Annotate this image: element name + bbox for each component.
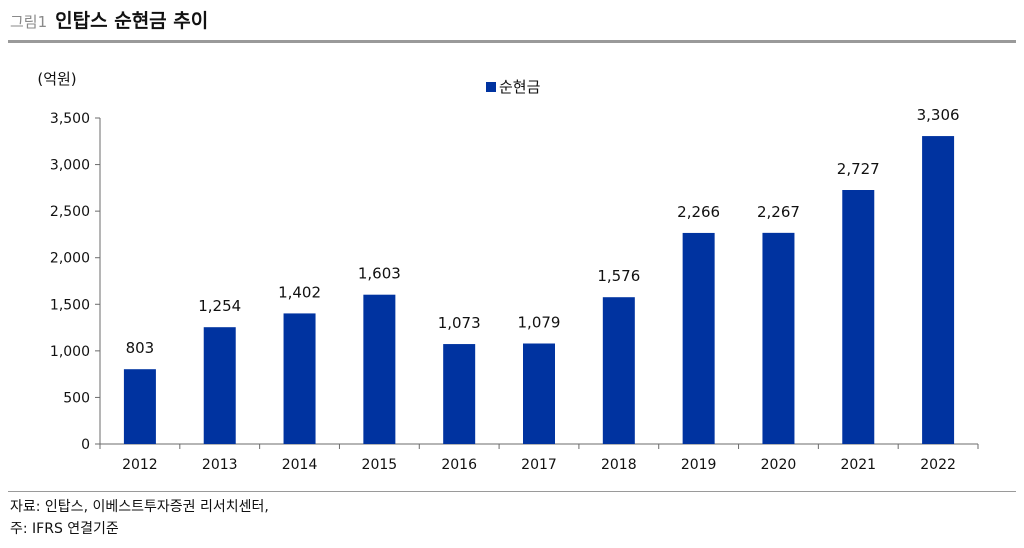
figure-number: 그림1	[10, 13, 48, 31]
data-label: 2,727	[837, 160, 880, 178]
x-tick-label: 2018	[601, 457, 637, 473]
bar	[363, 294, 396, 444]
bar	[123, 369, 156, 444]
y-tick-label: 0	[81, 437, 90, 453]
data-label: 1,254	[198, 297, 241, 315]
bar-chart: (억원) 0 500 1,000 1,500 2,000 2,500 3,000 3,500 80…	[37, 70, 979, 473]
x-tick-label: 2012	[122, 457, 158, 473]
bar	[602, 297, 635, 444]
y-tick-label: 2,000	[50, 251, 90, 267]
data-label: 1,603	[358, 265, 401, 283]
bar	[842, 189, 875, 444]
header-rule	[8, 40, 1016, 43]
x-tick-label: 2014	[282, 457, 318, 473]
x-tick-label: 2015	[362, 457, 398, 473]
x-tick-label: 2021	[840, 457, 876, 473]
data-label: 2,266	[677, 203, 720, 221]
x-tick-label: 2017	[521, 457, 557, 473]
legend-label: 순현금	[499, 78, 541, 96]
y-tick-label: 500	[63, 390, 90, 406]
footer-rule	[8, 491, 1016, 492]
data-label: 1,402	[278, 283, 321, 301]
source-note: 자료: 인탑스, 이베스트투자증권 리서치센터,	[10, 499, 269, 515]
y-axis-label: (억원)	[37, 70, 76, 88]
bar	[922, 136, 955, 445]
bar	[203, 327, 236, 444]
footer: 자료: 인탑스, 이베스트투자증권 리서치센터, 주: IFRS 연결기준	[10, 496, 269, 540]
legend-swatch	[486, 82, 496, 92]
x-tick-label: 2019	[681, 457, 717, 473]
y-tick-label: 1,500	[50, 297, 90, 313]
y-tick-label: 3,500	[50, 111, 90, 127]
bar	[762, 232, 795, 444]
data-label: 1,576	[597, 267, 640, 285]
y-tick-label: 2,500	[50, 204, 90, 220]
data-label: 1,073	[438, 314, 481, 332]
figure-header: 그림1 인탑스 순현금 추이	[10, 6, 208, 36]
x-tick-label: 2022	[920, 457, 956, 473]
basis-note: 주: IFRS 연결기준	[10, 521, 119, 537]
data-label: 803	[126, 339, 155, 357]
bar	[443, 344, 476, 444]
x-tick-label: 2016	[441, 457, 477, 473]
bar	[682, 232, 715, 444]
data-label: 1,079	[518, 313, 561, 331]
y-tick-label: 3,000	[50, 158, 90, 174]
bar	[283, 313, 316, 444]
bar	[523, 343, 555, 444]
x-tick-label: 2020	[761, 457, 797, 473]
y-tick-label: 1,000	[50, 344, 90, 360]
figure-title: 인탑스 순현금 추이	[55, 10, 209, 32]
x-tick-label: 2013	[202, 457, 238, 473]
data-label: 2,267	[757, 203, 800, 221]
data-label: 3,306	[917, 106, 960, 124]
